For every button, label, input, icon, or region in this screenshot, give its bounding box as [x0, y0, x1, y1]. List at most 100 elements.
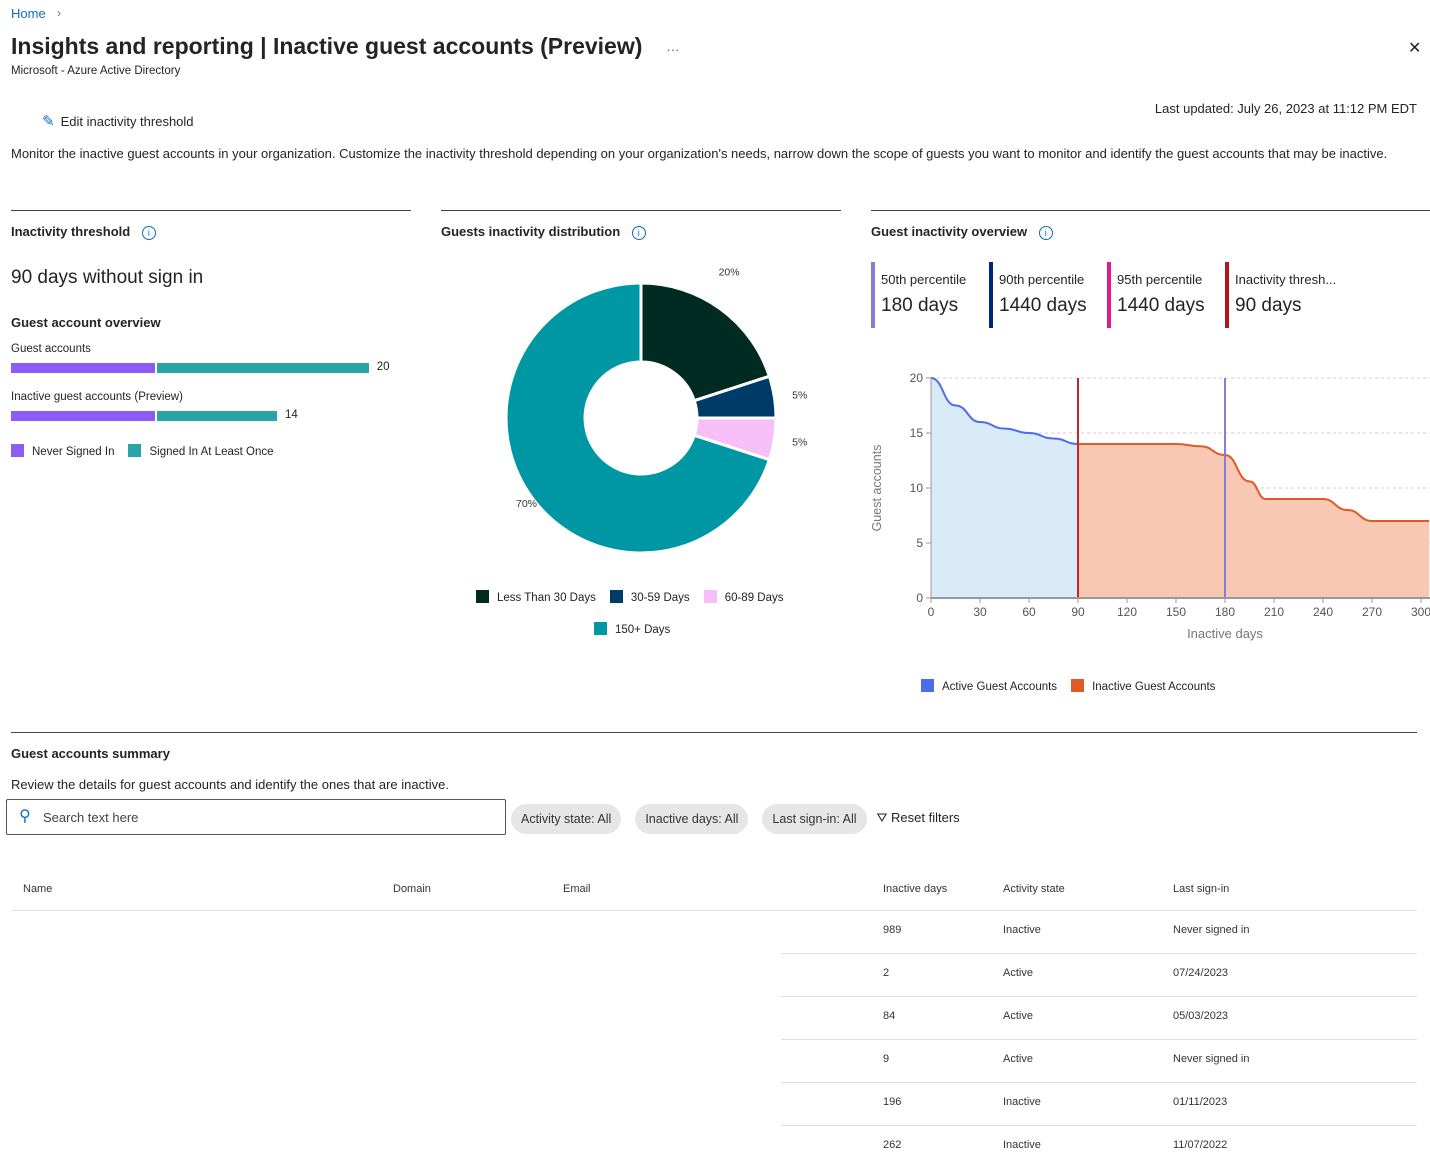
- column-header[interactable]: Activity state: [1003, 883, 1065, 895]
- column-header[interactable]: Email: [563, 883, 591, 895]
- table-cell: Inactive: [1003, 924, 1041, 936]
- y-tick-label: 10: [910, 481, 924, 495]
- donut-legend: Less Than 30 Days 30-59 Days 60-89 Days: [476, 590, 836, 604]
- pencil-icon: ✎: [42, 113, 55, 130]
- x-tick-label: 60: [1022, 605, 1036, 619]
- bar-signed-in-once[interactable]: [157, 363, 369, 373]
- x-tick-label: 300: [1411, 605, 1430, 619]
- slice-label: 70%: [516, 498, 537, 510]
- donut-slice[interactable]: [504, 281, 772, 555]
- y-axis-label: Guest accounts: [870, 445, 884, 532]
- row-divider: [781, 996, 1417, 997]
- search-placeholder: Search text here: [43, 810, 139, 825]
- x-tick-label: 240: [1313, 605, 1333, 619]
- reset-filters-label: Reset filters: [891, 810, 960, 825]
- y-tick-label: 20: [910, 371, 924, 385]
- x-tick-label: 30: [973, 605, 987, 619]
- table-cell: 2: [883, 967, 890, 979]
- reset-filters-button[interactable]: ⛛ Reset filters: [877, 810, 960, 826]
- summary-title: Guest accounts summary: [11, 746, 170, 761]
- filter-inactive-days[interactable]: Inactive days: All: [635, 804, 749, 834]
- row-divider: [781, 1082, 1417, 1083]
- percentile-card: 90th percentile 1440 days: [989, 262, 1099, 328]
- area-fill: [1078, 444, 1430, 598]
- slice-label: 20%: [719, 266, 740, 278]
- legend-item: 60-89 Days: [703, 590, 784, 604]
- info-icon[interactable]: i: [141, 226, 156, 240]
- x-tick-label: 120: [1117, 605, 1137, 619]
- percentile-card: Inactivity thresh... 90 days: [1225, 262, 1340, 328]
- y-tick-label: 5: [916, 536, 923, 550]
- series-line[interactable]: [930, 377, 1079, 445]
- legend-signed-in-once: Signed In At Least Once: [128, 444, 274, 458]
- bar-never-signed-in[interactable]: [11, 411, 155, 421]
- last-updated: Last updated: July 26, 2023 at 11:12 PM …: [1154, 101, 1417, 116]
- table-cell: 11/07/2022: [1173, 1139, 1228, 1151]
- row-divider: [781, 953, 1417, 954]
- distribution-panel-title: Guests inactivity distribution i: [441, 224, 646, 240]
- column-header[interactable]: Name: [23, 883, 53, 895]
- edit-threshold-button[interactable]: ✎ Edit inactivity threshold: [42, 112, 194, 130]
- legend-item: 30-59 Days: [609, 590, 690, 604]
- close-button[interactable]: ✕: [1408, 40, 1422, 57]
- table-cell: Inactive: [1003, 1139, 1041, 1151]
- table-cell: Inactive: [1003, 1096, 1041, 1108]
- y-tick-label: 15: [910, 426, 924, 440]
- slice-label: 5%: [792, 436, 807, 448]
- table-cell: 196: [883, 1096, 902, 1108]
- filter-activity-state[interactable]: Activity state: All: [511, 804, 622, 834]
- column-header[interactable]: Domain: [393, 883, 431, 895]
- table-cell: Active: [1003, 1010, 1033, 1022]
- page-description: Monitor the inactive guest accounts in y…: [11, 146, 1388, 161]
- table-cell: 9: [883, 1053, 890, 1065]
- row-divider: [781, 1039, 1417, 1040]
- bar-total: 14: [285, 409, 298, 421]
- percentile-card: 50th percentile 180 days: [871, 262, 981, 328]
- search-input[interactable]: ⚲ Search text here: [6, 799, 506, 835]
- table-cell: 05/03/2023: [1173, 1010, 1229, 1022]
- bar-legend: Never Signed In Signed In At Least Once: [11, 444, 274, 458]
- legend-item: 150+ Days: [594, 622, 670, 636]
- info-icon[interactable]: i: [631, 226, 646, 240]
- threshold-value: 90 days without sign in: [11, 267, 204, 288]
- page-subtitle: Microsoft - Azure Active Directory: [11, 65, 181, 77]
- area-legend: Active Guest Accounts Inactive Guest Acc…: [921, 679, 1215, 693]
- chevron-right-icon: ›: [57, 6, 61, 20]
- bar-total: 20: [376, 361, 390, 373]
- percentile-card: 95th percentile 1440 days: [1107, 262, 1217, 328]
- info-icon[interactable]: i: [1038, 226, 1053, 240]
- bar-label: Guest accounts: [11, 343, 91, 355]
- bar-never-signed-in[interactable]: [11, 363, 155, 373]
- series-line[interactable]: [1078, 443, 1430, 522]
- x-tick-label: 0: [928, 605, 935, 619]
- table-cell: 84: [883, 1010, 896, 1022]
- table-cell: 07/24/2023: [1173, 967, 1229, 979]
- x-axis-label: Inactive days: [1187, 626, 1263, 641]
- donut-slice[interactable]: [639, 281, 772, 403]
- bar-label: Inactive guest accounts (Preview): [11, 391, 183, 403]
- percentile-cards: 50th percentile 180 days 90th percentile 14…: [871, 262, 1340, 328]
- x-tick-label: 180: [1215, 605, 1235, 619]
- x-tick-label: 270: [1362, 605, 1382, 619]
- column-header[interactable]: Inactive days: [883, 883, 948, 895]
- y-tick-label: 0: [916, 591, 923, 605]
- guest-overview-title: Guest account overview: [11, 315, 161, 330]
- column-header[interactable]: Last sign-in: [1173, 883, 1230, 895]
- area-fill: [931, 378, 1078, 598]
- table-cell: Never signed in: [1173, 924, 1250, 936]
- edit-threshold-label: Edit inactivity threshold: [60, 114, 194, 129]
- filter-clear-icon: ⛛: [876, 810, 888, 825]
- row-divider: [781, 1125, 1417, 1126]
- breadcrumb-home[interactable]: Home: [11, 6, 46, 21]
- page-title: Insights and reporting | Inactive guest …: [11, 33, 643, 59]
- filter-last-sign-in[interactable]: Last sign-in: All: [762, 804, 867, 834]
- search-icon: ⚲: [19, 808, 31, 825]
- filter-bar: Activity state: All Inactive days: All L…: [511, 804, 960, 834]
- more-options-button[interactable]: ···: [666, 42, 680, 57]
- area-chart: 0 5 10 15 20 0 30 60 90 120 150 180 210 240 270 300 Inac…: [870, 371, 1430, 641]
- x-tick-label: 90: [1071, 605, 1085, 619]
- bar-signed-in-once[interactable]: [157, 411, 277, 421]
- slice-label: 5%: [792, 390, 807, 402]
- x-tick-label: 150: [1166, 605, 1186, 619]
- overview-panel-title: Guest inactivity overview i: [871, 224, 1053, 240]
